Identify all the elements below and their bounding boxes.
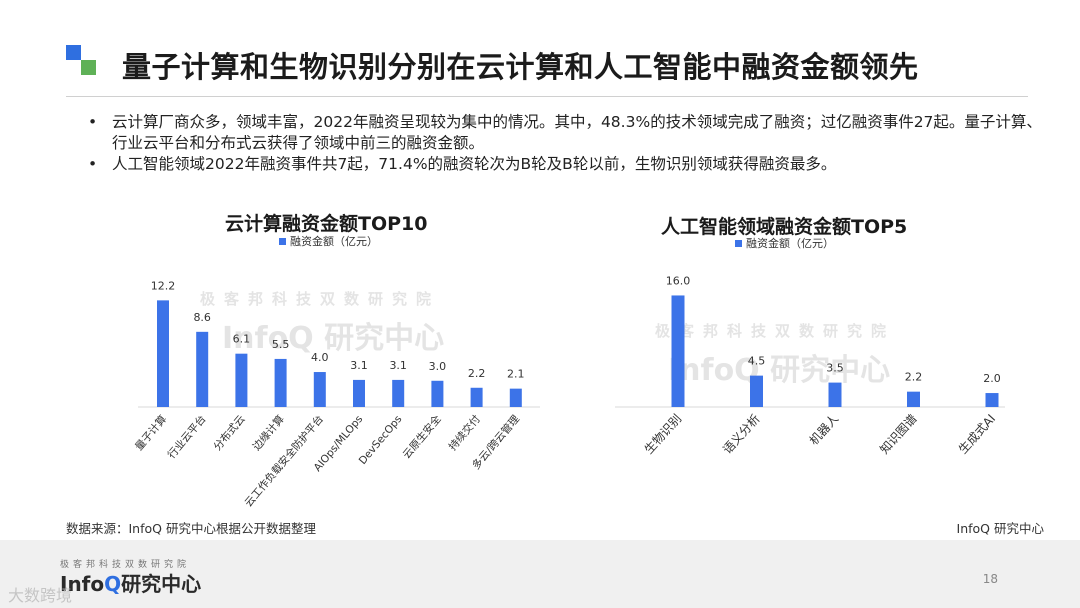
bullet-item: • 人工智能领域2022年融资事件共7起，71.4%的融资轮次为B轮及B轮以前，…	[84, 154, 1044, 175]
chart-title-cloud: 云计算融资金额TOP10	[225, 213, 428, 235]
bar-value-label: 5.5	[272, 338, 290, 351]
footer-org-name: 极客邦科技双数研究院	[60, 560, 191, 570]
category-tick-label: 量子计算	[132, 413, 169, 454]
bar	[392, 379, 405, 407]
footer-logo: InfoQ研究中心	[60, 568, 201, 597]
bar-value-label: 2.2	[468, 367, 486, 380]
category-tick-label: 分布式云	[211, 413, 248, 454]
bar-value-label: 4.5	[748, 355, 766, 368]
data-source-note: 数据来源：InfoQ 研究中心根据公开数据整理	[66, 521, 316, 536]
category-tick-label: 行业云平台	[165, 413, 209, 462]
category-tick-label: 生物识别	[642, 412, 685, 457]
bar-value-label: 16.0	[666, 274, 691, 287]
bar	[431, 380, 444, 407]
bar	[196, 331, 209, 407]
bar	[274, 358, 287, 407]
green-square-icon	[81, 60, 96, 75]
footer-logo-prefix: Info	[60, 572, 105, 596]
bar-charts: 12.2 量子计算 8.6 行业云平台 6.1 分布式云 5.5 边缘计算 4.0 云工作负载安全…	[132, 274, 1005, 510]
bar	[313, 372, 326, 407]
bar-value-label: 4.0	[311, 351, 329, 364]
bar-value-label: 2.0	[983, 372, 1001, 385]
bullet-list: • 云计算厂商众多，领域丰富，2022年融资呈现较为集中的情况。其中，48.3%…	[84, 112, 1044, 175]
bar-value-label: 2.1	[507, 368, 525, 381]
watermark-top-left: 极客邦科技双数研究院	[200, 290, 441, 308]
page-title: 量子计算和生物识别分别在云计算和人工智能中融资金额领先	[122, 50, 919, 84]
bar-value-label: 3.1	[389, 359, 407, 372]
watermark-brand-right: InfoQ 研究中心	[668, 353, 891, 388]
legend-cloud: 融资金额（亿元）	[279, 233, 378, 249]
category-tick-label: 机器人	[807, 412, 842, 448]
legend-ai: 融资金额（亿元）	[735, 235, 834, 251]
category-tick-label: 生成式AI	[956, 412, 998, 457]
legend-label: 融资金额（亿元）	[290, 235, 378, 248]
blue-square-icon	[66, 45, 81, 60]
bar-value-label: 2.2	[905, 371, 923, 384]
bullet-dot-icon: •	[88, 113, 98, 131]
corner-watermark: 大数跨境	[8, 586, 73, 605]
category-tick-label: 云原生安全	[400, 412, 444, 461]
bullet-item: • 云计算厂商众多，领域丰富，2022年融资呈现较为集中的情况。其中，48.3%…	[84, 112, 1044, 154]
bar-value-label: 8.6	[193, 311, 211, 324]
brand-label-right: InfoQ 研究中心	[956, 521, 1044, 536]
watermark-brand-left: InfoQ 研究中心	[222, 321, 445, 356]
bar	[907, 391, 920, 407]
category-tick-label: 边缘计算	[250, 413, 287, 454]
bullet-dot-icon: •	[88, 155, 98, 173]
bar	[671, 295, 685, 407]
bar	[157, 300, 169, 407]
bar	[828, 382, 842, 407]
category-tick-label: 云工作负载安全防护平台	[242, 413, 326, 510]
bar	[470, 387, 483, 407]
category-tick-label: 语义分析	[720, 412, 763, 457]
footer-bar	[0, 540, 1080, 608]
bar-value-label: 12.2	[151, 279, 176, 292]
bar	[353, 379, 365, 407]
category-tick-label: 知识图谱	[877, 412, 920, 457]
bullet-text: 人工智能领域2022年融资事件共7起，71.4%的融资轮次为B轮及B轮以前，生物…	[112, 155, 837, 173]
bar-value-label: 3.1	[350, 359, 368, 372]
bar	[509, 388, 522, 407]
bar-value-label: 6.1	[233, 333, 251, 346]
legend-swatch-icon	[735, 239, 742, 247]
bar	[750, 375, 763, 407]
brand-squares-icon	[66, 45, 98, 77]
footer-logo-q: Q	[104, 572, 122, 596]
page-number: 18	[982, 572, 998, 586]
bar	[235, 353, 248, 407]
bullet-text: 云计算厂商众多，领域丰富，2022年融资呈现较为集中的情况。其中，48.3%的技…	[112, 113, 1042, 152]
title-divider	[66, 96, 1028, 97]
footer-logo-suffix: 研究中心	[121, 572, 202, 596]
legend-label: 融资金额（亿元）	[746, 237, 834, 250]
bar-value-label: 3.0	[429, 360, 447, 373]
watermark-top-right: 极客邦科技双数研究院	[655, 322, 896, 340]
bar-value-label: 3.5	[826, 362, 844, 375]
bar	[985, 393, 999, 407]
chart-title-ai: 人工智能领域融资金额TOP5	[661, 216, 908, 238]
category-tick-label: 持续交付	[446, 413, 483, 454]
legend-swatch-icon	[279, 237, 286, 245]
